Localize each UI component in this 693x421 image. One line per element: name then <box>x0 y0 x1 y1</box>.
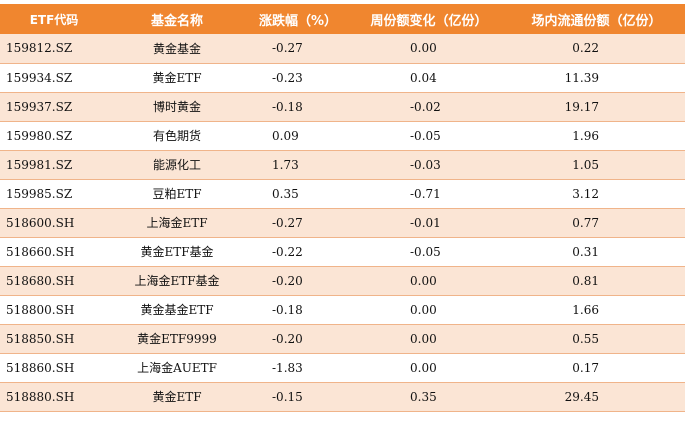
cell-weekly-change: 0.00 <box>410 273 437 288</box>
table-row: 518860.SH 上海金AUETF -1.83 0.00 0.17 <box>0 353 685 382</box>
cell-change: -0.18 <box>272 99 303 114</box>
cell-code: 159980.SZ <box>6 128 73 143</box>
cell-shares: 11.39 <box>564 70 599 85</box>
header-change: 涨跌幅（%） <box>258 13 338 29</box>
cell-change: 1.73 <box>272 157 299 172</box>
cell-weekly-change: 0.00 <box>410 41 437 56</box>
table-row: 159937.SZ 博时黄金 -0.18 -0.02 19.17 <box>0 92 685 121</box>
cell-weekly-change: -0.71 <box>410 186 441 201</box>
cell-weekly-change: -0.05 <box>410 128 441 143</box>
header-name: 基金名称 <box>150 13 203 29</box>
cell-code: 518860.SH <box>6 360 75 375</box>
cell-change: -1.83 <box>272 360 303 375</box>
table-row: 518850.SH 黄金ETF9999 -0.20 0.00 0.55 <box>0 324 685 353</box>
cell-code: 159985.SZ <box>6 186 73 201</box>
table-header: ETF代码 基金名称 涨跌幅（%） 周份额变化（亿份） 场内流通份额（亿份） <box>0 4 685 34</box>
cell-code: 159981.SZ <box>6 157 73 172</box>
table-row: 159812.SZ 黄金基金 -0.27 0.00 0.22 <box>0 34 685 63</box>
cell-change: -0.20 <box>272 331 303 346</box>
cell-weekly-change: -0.01 <box>410 215 441 230</box>
cell-name: 豆粕ETF <box>152 187 202 201</box>
header-row: ETF代码 基金名称 涨跌幅（%） 周份额变化（亿份） 场内流通份额（亿份） <box>0 4 685 34</box>
cell-name: 上海金AUETF <box>137 361 217 375</box>
cell-change: 0.35 <box>272 186 299 201</box>
table-row: 518600.SH 上海金ETF -0.27 -0.01 0.77 <box>0 208 685 237</box>
cell-shares: 0.55 <box>572 331 599 346</box>
cell-change: -0.20 <box>272 273 303 288</box>
cell-shares: 0.22 <box>572 41 599 56</box>
cell-name: 黄金ETF基金 <box>140 245 214 259</box>
cell-code: 159934.SZ <box>6 70 73 85</box>
cell-code: 518600.SH <box>6 215 75 230</box>
etf-table: ETF代码 基金名称 涨跌幅（%） 周份额变化（亿份） 场内流通份额（亿份） 1… <box>0 4 685 412</box>
cell-code: 518880.SH <box>6 389 75 404</box>
table-row: 159985.SZ 豆粕ETF 0.35 -0.71 3.12 <box>0 179 685 208</box>
cell-weekly-change: 0.35 <box>410 389 437 404</box>
cell-code: 518680.SH <box>6 273 75 288</box>
cell-shares: 19.17 <box>564 99 599 114</box>
cell-weekly-change: -0.03 <box>410 157 441 172</box>
header-code: ETF代码 <box>29 12 79 27</box>
cell-weekly-change: -0.02 <box>410 99 441 114</box>
cell-shares: 1.96 <box>572 128 599 143</box>
table-row: 518800.SH 黄金基金ETF -0.18 0.00 1.66 <box>0 295 685 324</box>
cell-change: -0.23 <box>272 70 303 85</box>
cell-code: 518660.SH <box>6 244 75 259</box>
cell-weekly-change: 0.00 <box>410 302 437 317</box>
cell-name: 有色期货 <box>152 129 201 143</box>
cell-code: 518800.SH <box>6 302 75 317</box>
cell-name: 黄金ETF <box>152 390 202 404</box>
cell-weekly-change: 0.00 <box>410 331 437 346</box>
cell-name: 黄金基金ETF <box>140 303 214 317</box>
table-row: 518660.SH 黄金ETF基金 -0.22 -0.05 0.31 <box>0 237 685 266</box>
cell-shares: 0.17 <box>572 360 599 375</box>
cell-change: -0.15 <box>272 389 303 404</box>
cell-change: -0.27 <box>272 215 303 230</box>
cell-code: 159937.SZ <box>6 99 73 114</box>
cell-name: 能源化工 <box>152 158 201 172</box>
cell-shares: 1.66 <box>572 302 599 317</box>
cell-weekly-change: 0.00 <box>410 360 437 375</box>
cell-name: 上海金ETF基金 <box>134 274 220 288</box>
cell-code: 159812.SZ <box>6 41 73 56</box>
cell-shares: 0.31 <box>572 244 599 259</box>
cell-name: 黄金ETF9999 <box>137 332 217 346</box>
cell-change: -0.22 <box>272 244 303 259</box>
cell-shares: 29.45 <box>564 389 599 404</box>
cell-change: -0.18 <box>272 302 303 317</box>
table-row: 518680.SH 上海金ETF基金 -0.20 0.00 0.81 <box>0 266 685 295</box>
table-row: 159980.SZ 有色期货 0.09 -0.05 1.96 <box>0 121 685 150</box>
header-shares: 场内流通份额（亿份） <box>531 13 662 29</box>
table-body: 159812.SZ 黄金基金 -0.27 0.00 0.22 159934.SZ 黄金ETF… <box>0 34 685 411</box>
cell-change: 0.09 <box>272 128 299 143</box>
cell-shares: 0.81 <box>572 273 599 288</box>
table-row: 159981.SZ 能源化工 1.73 -0.03 1.05 <box>0 150 685 179</box>
cell-name: 黄金ETF <box>152 71 202 85</box>
cell-name: 上海金ETF <box>146 216 208 230</box>
cell-shares: 3.12 <box>572 186 599 201</box>
cell-shares: 0.77 <box>572 215 599 230</box>
cell-shares: 1.05 <box>572 157 599 172</box>
table-row: 518880.SH 黄金ETF -0.15 0.35 29.45 <box>0 382 685 411</box>
table-row: 159934.SZ 黄金ETF -0.23 0.04 11.39 <box>0 63 685 92</box>
cell-weekly-change: -0.05 <box>410 244 441 259</box>
cell-weekly-change: 0.04 <box>410 70 437 85</box>
cell-change: -0.27 <box>272 41 303 56</box>
cell-name: 黄金基金 <box>152 41 201 56</box>
cell-name: 博时黄金 <box>152 100 201 114</box>
header-weekly-change: 周份额变化（亿份） <box>370 13 488 29</box>
cell-code: 518850.SH <box>6 331 75 346</box>
